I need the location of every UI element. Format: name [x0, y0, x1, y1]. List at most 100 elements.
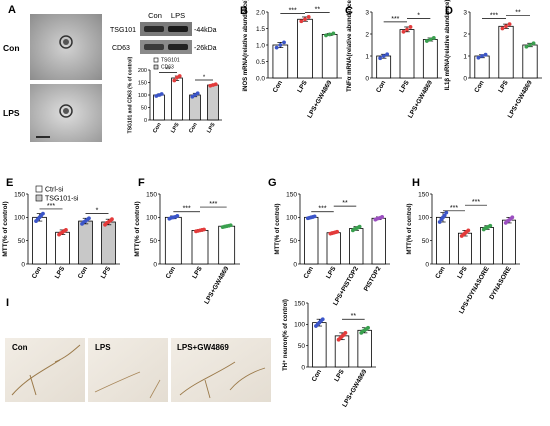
bar	[218, 225, 236, 265]
data-point	[41, 211, 45, 216]
y-tick-label: 0.0	[256, 75, 265, 82]
x-tick-label: LPS	[325, 265, 338, 280]
significance-label: **	[515, 9, 521, 16]
data-point	[366, 325, 370, 330]
legend-label: Ctrl-si	[45, 187, 64, 194]
significance-label: **	[166, 68, 171, 74]
y-tick-label: 1.5	[256, 26, 265, 33]
bar	[501, 219, 516, 265]
data-point	[228, 223, 233, 228]
x-tick-label: Con	[473, 79, 485, 93]
bar	[474, 55, 490, 79]
chart-c: 0 1 2 3 TNFα mRNA(relative abundance) Con LPSL…	[347, 0, 442, 119]
bar	[297, 18, 313, 79]
blot-strip-cd63	[140, 40, 192, 54]
significance-label: ***	[450, 205, 458, 212]
data-point	[335, 229, 340, 234]
panel-letter-f: F	[138, 177, 145, 189]
th-label-con: Con	[12, 343, 28, 352]
blot-band	[168, 26, 188, 32]
bar	[101, 221, 116, 265]
panel-letter-i: I	[6, 297, 9, 309]
data-point	[331, 31, 336, 36]
x-tick-label: DYNASORE	[488, 265, 513, 301]
x-tick-label: Con	[31, 265, 43, 279]
chart-f: 0 50 100 150 MTT(% of control) Con LPS LPS+GW48…	[134, 191, 240, 305]
significance-label: ***	[318, 206, 326, 213]
neuron-process	[11, 344, 81, 396]
y-tick-label: 0	[293, 261, 297, 268]
significance-label: *	[96, 208, 99, 215]
data-point	[87, 216, 91, 221]
panel-a-western-blot: Con LPS TSG101 CD63 -44kDa -26kDa	[110, 11, 217, 54]
data-point	[299, 19, 304, 24]
data-point	[303, 17, 307, 22]
y-tick-label: 150	[138, 80, 147, 86]
significance-label: ***	[209, 201, 217, 208]
y-tick-label: 100	[418, 215, 429, 222]
bar	[498, 25, 514, 79]
data-point	[524, 44, 529, 49]
em-label-con: Con	[3, 43, 20, 53]
y-tick-label: 50	[422, 238, 430, 245]
y-axis-label: MTT(% of control)	[407, 204, 413, 255]
chart-a_bar: 0 50 100 150 200 TSG101 and CD63 (% of contro…	[128, 56, 222, 134]
x-tick-label: LPS+PISTOP2	[332, 265, 360, 307]
data-point	[282, 40, 286, 45]
th-image-con	[5, 338, 85, 402]
significance-label: ***	[490, 13, 498, 20]
blot-size-tsg101: -44kDa	[194, 27, 217, 34]
bar	[435, 216, 450, 265]
panel-letter-g: G	[268, 177, 277, 189]
y-tick-label: 0	[153, 261, 157, 268]
data-point	[444, 210, 449, 215]
bar	[399, 29, 415, 79]
data-point	[343, 330, 348, 335]
significance-label: **	[315, 7, 321, 14]
blot-col-con: Con	[148, 11, 162, 20]
y-tick-label: 150	[294, 300, 305, 307]
bar	[191, 229, 209, 265]
legend-label: TSG101-si	[45, 196, 79, 203]
bar	[371, 217, 386, 265]
bar	[207, 84, 219, 121]
data-point	[528, 43, 532, 47]
data-point	[466, 228, 471, 233]
legend-swatch	[153, 57, 159, 63]
data-point	[324, 33, 328, 38]
x-tick-label: LPS	[333, 368, 346, 383]
data-point	[507, 22, 512, 26]
y-tick-label: 1	[365, 53, 369, 60]
data-point	[483, 52, 488, 57]
x-tick-label: LPS+GW4869	[306, 79, 333, 119]
data-point	[510, 215, 515, 220]
data-point	[110, 217, 114, 222]
legend-swatch	[35, 194, 43, 202]
significance-label: ***	[183, 206, 191, 213]
x-tick-label: LPS+GW4869	[507, 79, 534, 119]
x-tick-label: LPS	[206, 122, 217, 135]
panel-letter-b: B	[240, 5, 248, 17]
x-tick-label: LPS+GW4869	[341, 368, 368, 408]
panel-letter-h: H	[412, 177, 420, 189]
panel-letter-a: A	[8, 4, 16, 16]
legend-label: TSG101	[161, 58, 180, 64]
data-point	[306, 15, 311, 19]
x-tick-label: Con	[303, 265, 315, 279]
exosome-core	[63, 39, 69, 45]
data-point	[64, 228, 68, 232]
data-point	[442, 213, 447, 218]
y-tick-label: 200	[138, 68, 147, 74]
chart-i_bar: 0 50 100 150 TH⁺ neuron(% of control) Con LPSL…	[282, 299, 376, 408]
bar	[479, 227, 494, 265]
significance-label: **	[351, 313, 357, 320]
significance-label: ***	[391, 16, 399, 23]
chart-d: 0 1 2 3 IL1β mRNA(relative abundance) Con LPSL…	[445, 0, 542, 119]
exosome-core	[63, 108, 69, 114]
y-tick-label: 0	[301, 364, 305, 371]
x-tick-label: Con	[434, 265, 446, 279]
y-tick-label: 0	[21, 261, 25, 268]
y-tick-label: 50	[150, 238, 158, 245]
